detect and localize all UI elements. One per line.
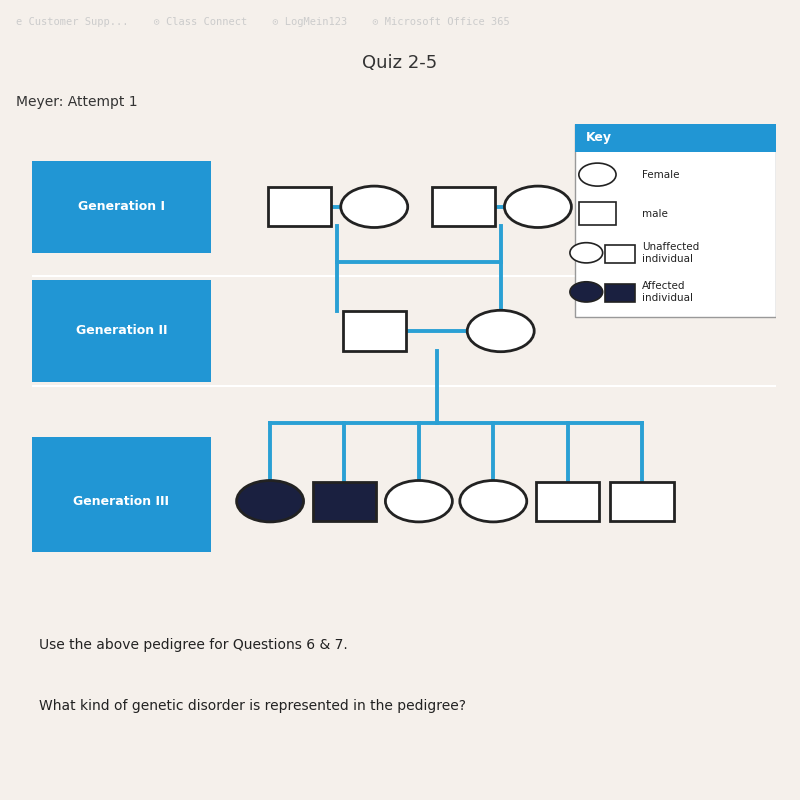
Circle shape [386,481,452,522]
Text: Generation III: Generation III [74,494,170,508]
Text: e Customer Supp...    ⊙ Class Connect    ⊙ LogMein123    ⊙ Microsoft Office 365: e Customer Supp... ⊙ Class Connect ⊙ Log… [16,17,510,27]
Text: Use the above pedigree for Questions 6 & 7.: Use the above pedigree for Questions 6 &… [39,638,348,652]
Bar [313,482,376,521]
Bar [32,280,210,382]
Bar [575,124,776,151]
Text: Unaffected
individual: Unaffected individual [642,242,699,264]
Bar [605,284,634,302]
Bar [579,202,616,225]
Bar [268,187,331,226]
Circle shape [467,310,534,352]
Circle shape [341,186,408,227]
Bar [536,482,599,521]
Text: Meyer: Attempt 1: Meyer: Attempt 1 [16,95,138,109]
Bar [32,161,210,253]
Bar [432,187,495,226]
Text: What kind of genetic disorder is represented in the pedigree?: What kind of genetic disorder is represe… [39,699,466,714]
Circle shape [570,282,602,302]
Text: Generation I: Generation I [78,200,165,214]
Circle shape [237,481,303,522]
Bar [575,124,776,317]
Text: Generation II: Generation II [75,325,167,338]
Text: Key: Key [586,131,612,144]
Circle shape [570,242,602,263]
Text: Affected
individual: Affected individual [642,281,693,303]
Bar [342,311,406,350]
Bar [32,437,210,552]
Text: male: male [642,209,668,218]
Bar [605,245,634,263]
Circle shape [460,481,526,522]
Text: Quiz 2-5: Quiz 2-5 [362,54,438,72]
Text: Female: Female [642,170,679,179]
Circle shape [505,186,571,227]
Bar [610,482,674,521]
Circle shape [579,163,616,186]
